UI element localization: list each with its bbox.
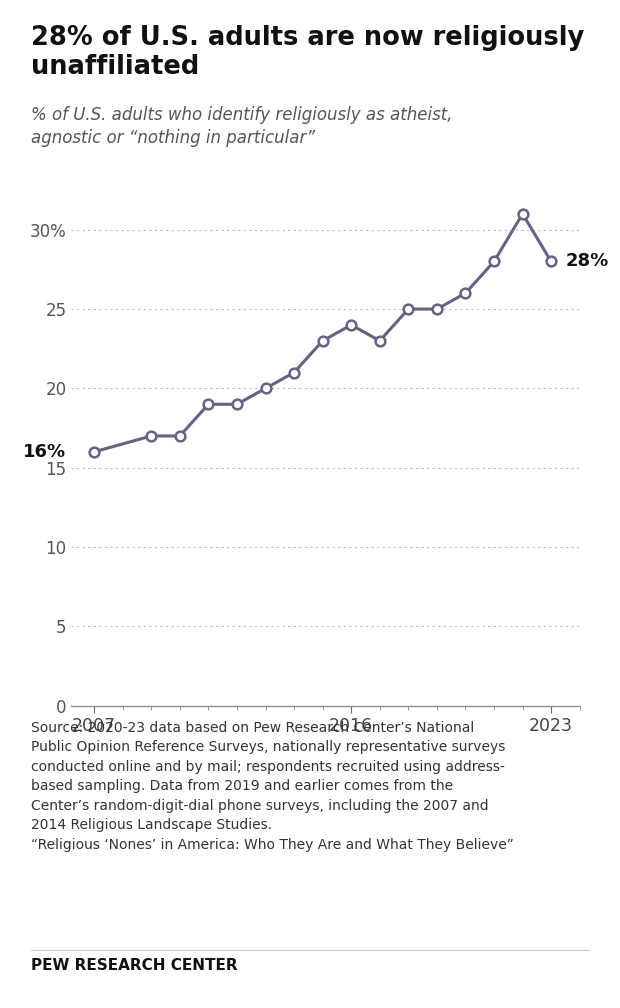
Text: % of U.S. adults who identify religiously as atheist,
agnostic or “nothing in pa: % of U.S. adults who identify religiousl… [31,106,453,147]
Text: Source: 2020-23 data based on Pew Research Center’s National
Public Opinion Refe: Source: 2020-23 data based on Pew Resear… [31,721,514,852]
Text: 28% of U.S. adults are now religiously
unaffiliated: 28% of U.S. adults are now religiously u… [31,25,584,81]
Text: 16%: 16% [22,443,66,461]
Text: PEW RESEARCH CENTER: PEW RESEARCH CENTER [31,958,237,973]
Text: 28%: 28% [565,252,609,270]
